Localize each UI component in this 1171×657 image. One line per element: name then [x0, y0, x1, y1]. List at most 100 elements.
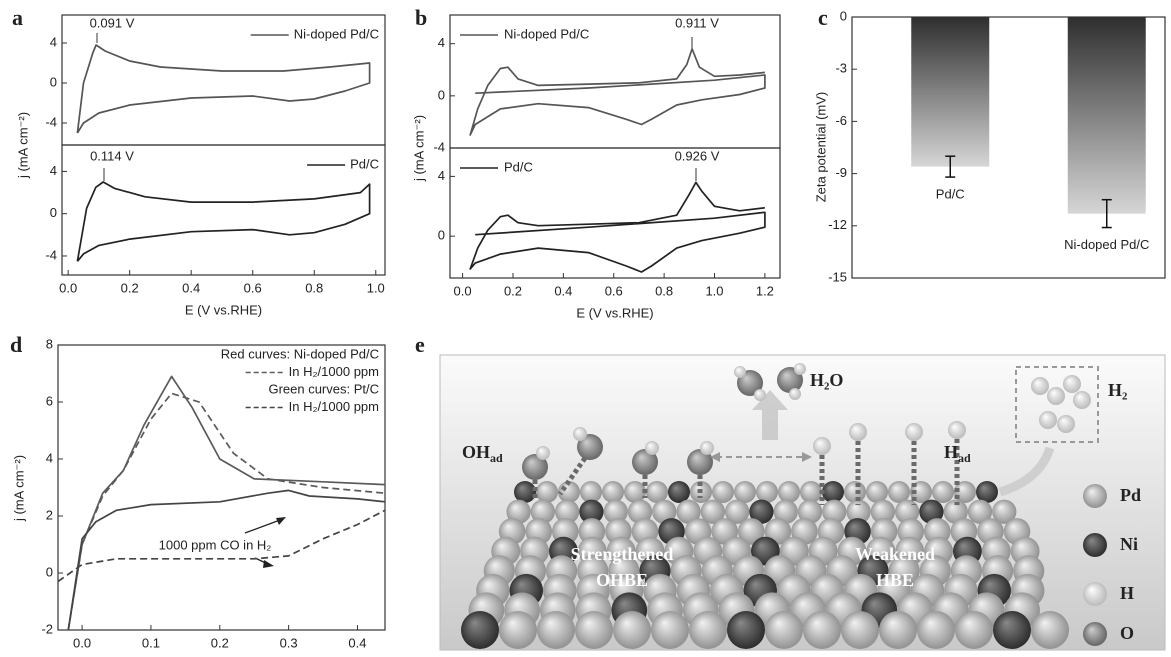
bond-lines [532, 439, 960, 505]
curve [76, 44, 371, 134]
x-tick-label: 1.0 [705, 283, 723, 298]
x-tick-label: 0.8 [305, 280, 323, 295]
x-tick-label: 1.0 [367, 280, 385, 295]
h-main: H [944, 442, 958, 462]
annotation-arrows [244, 517, 286, 568]
y-tick-label: 0 [438, 228, 445, 243]
atom [778, 481, 800, 503]
y-axis-label: j (mA cm⁻²) [11, 455, 26, 522]
y-tick-label: 4 [46, 450, 53, 465]
y-tick-label: -6 [835, 113, 847, 128]
h2-box [1015, 366, 1099, 443]
x-tick-label: 0.3 [280, 635, 298, 650]
panel-label: e [415, 332, 425, 357]
x-tick-label: 0.0 [59, 280, 77, 295]
release-arrow [752, 390, 788, 440]
y-tick-label: 0 [50, 74, 57, 89]
y-tick-label: 8 [46, 336, 53, 351]
y-tick-label: 4 [50, 34, 57, 49]
region-label: Strengthened [571, 544, 674, 564]
y-axis-label: j (mA cm⁻²) [15, 112, 30, 179]
migration-arrow [710, 452, 812, 462]
atom [700, 499, 725, 524]
y-tick-label: -4 [45, 114, 57, 129]
axes-frame [449, 147, 781, 279]
atom [756, 481, 778, 503]
atom [555, 499, 580, 524]
annotation: 0.926 V [675, 148, 720, 163]
y-tick-label: 2 [46, 507, 53, 522]
curve [67, 375, 386, 631]
atom [603, 499, 628, 524]
legend-label: H [1120, 583, 1134, 603]
atom [624, 481, 646, 503]
atom [846, 499, 871, 524]
x-tick-label: 0.1 [142, 635, 160, 650]
oh-adsorbates [522, 427, 714, 480]
panel-label: a [12, 5, 23, 30]
atom-legend [1083, 484, 1107, 646]
atom [955, 611, 993, 649]
x-axis-label: E (V vs.RHE) [576, 305, 653, 320]
atom [461, 611, 499, 649]
y-tick-label: -2 [41, 621, 53, 636]
curve [469, 181, 766, 273]
x-tick-label: 0.0 [73, 635, 91, 650]
atom [917, 611, 955, 649]
atom [613, 611, 651, 649]
atom [967, 499, 993, 524]
annotation: 0.091 V [90, 15, 135, 30]
adsorb-arrow [998, 446, 1055, 497]
atom [888, 481, 910, 503]
atom [993, 611, 1031, 649]
atom [765, 611, 803, 649]
axes-frame [851, 16, 1166, 279]
x-tick-label: 0.4 [554, 283, 572, 298]
h-sub: ad [958, 451, 971, 465]
atom [992, 499, 1017, 524]
atom [627, 499, 653, 524]
h2-molecules [1031, 375, 1091, 433]
atom [530, 499, 555, 524]
y-tick-label: 4 [438, 168, 445, 183]
x-tick-label: 0.2 [211, 635, 229, 650]
atom [651, 611, 689, 649]
y-tick-label: 6 [46, 393, 53, 408]
atom [602, 481, 624, 503]
panel-label: d [10, 332, 22, 357]
atom [870, 499, 895, 524]
legend-label: Green curves: Pt/C [268, 381, 379, 396]
y-tick-label: -15 [828, 269, 847, 284]
curve [57, 509, 386, 583]
peak-markers [96, 33, 697, 181]
curve [76, 181, 371, 262]
atom-slab [461, 481, 1069, 649]
atom [841, 611, 879, 649]
category-label: Ni-doped Pd/C [1064, 237, 1149, 252]
atom [646, 481, 668, 503]
legend-label: Ni-doped Pd/C [294, 26, 379, 41]
oh-sub: ad [490, 451, 503, 465]
water-label: H₂O [810, 370, 843, 390]
atom [797, 499, 823, 524]
x-tick-label: 0.4 [182, 280, 200, 295]
axes-frame [61, 144, 386, 276]
atom [499, 611, 537, 649]
atom [773, 499, 798, 524]
water-molecules [734, 363, 806, 401]
x-tick-label: 0.4 [348, 635, 366, 650]
panel-label: c [818, 5, 828, 30]
y-tick-label: -3 [835, 61, 847, 76]
region-label: OHBE [596, 570, 648, 590]
category-label: Pd/C [936, 187, 965, 202]
bar [911, 17, 990, 167]
atom [879, 611, 917, 649]
y-tick-label: 0 [840, 8, 847, 23]
axes-frame [57, 344, 386, 631]
legend-label: Ni [1120, 534, 1138, 554]
x-axis-label: E (V vs.RHE) [185, 302, 262, 317]
panel-e: Pd Ni H O H₂O H₂ OHad Had Strengthened O… [415, 332, 1166, 651]
y-tick-label: -4 [433, 139, 445, 154]
y-axis-label: j (mA cm⁻²) [411, 115, 426, 182]
